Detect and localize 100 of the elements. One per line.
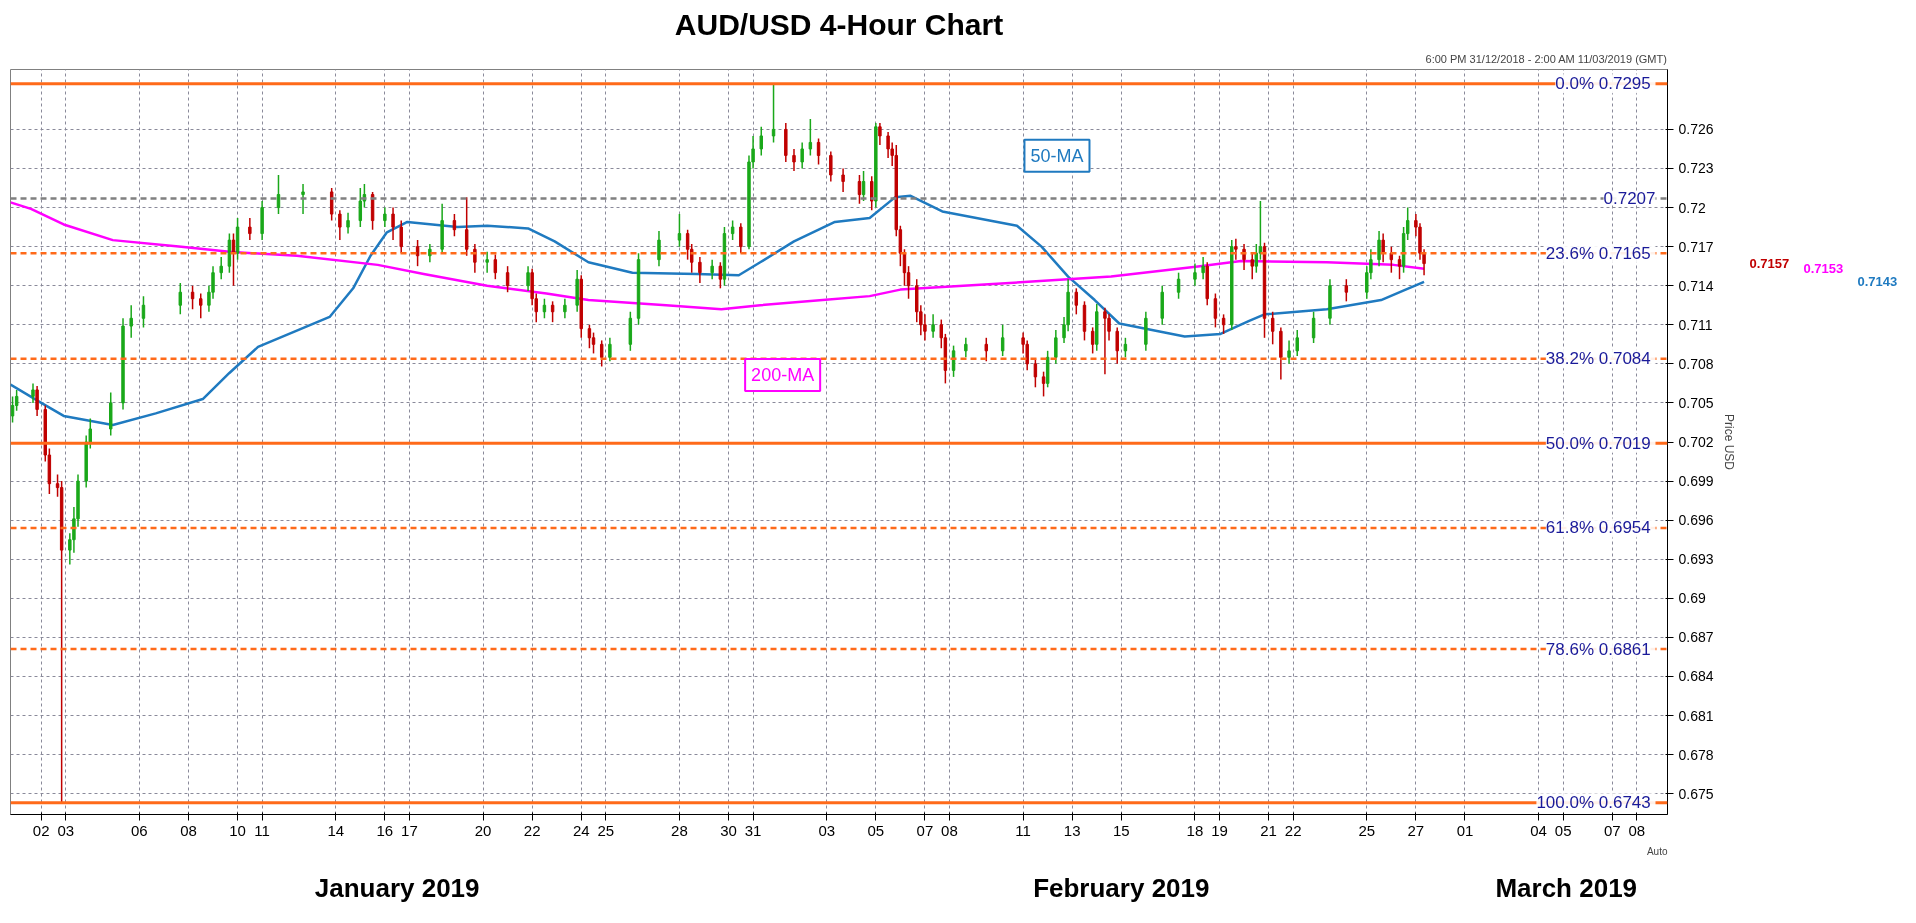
- x-tick-label: 08: [180, 821, 197, 839]
- candlestick: [984, 337, 989, 362]
- candlestick: [599, 339, 604, 368]
- candlestick: [338, 209, 342, 241]
- x-tick-label: 25: [597, 821, 615, 839]
- x-tick-label: 08: [1628, 821, 1646, 839]
- ref-line-label: 23.6% 0.7165: [1545, 243, 1651, 263]
- ref-line-label: 0.7207: [1603, 189, 1656, 209]
- candlestick: [199, 292, 203, 320]
- candlestick: [657, 230, 661, 267]
- candlestick: [1074, 287, 1079, 316]
- candlestick: [129, 304, 133, 339]
- ref-line-label: 61.8% 0.6954: [1545, 518, 1651, 538]
- y-tick-label: 0.684: [1678, 668, 1714, 685]
- ref-line-label: 50.0% 0.7019: [1545, 433, 1651, 453]
- candlestick: [739, 222, 743, 254]
- candlestick: [1397, 255, 1402, 280]
- x-tick-label: 22: [523, 821, 541, 839]
- candlestick: [383, 206, 387, 228]
- line-series: [10, 194, 1426, 427]
- candlestick: [608, 337, 612, 362]
- candlestick: [698, 256, 702, 284]
- text: 0.7157: [1749, 256, 1790, 272]
- candlestick: [1270, 311, 1275, 346]
- candlestick: [808, 118, 813, 157]
- x-tick-label: 19: [1211, 821, 1228, 839]
- candlestick: [358, 187, 363, 228]
- chart-subtitle: 6:00 PM 31/12/2018 - 2:00 AM 11/03/2019 (GMT): [1425, 52, 1667, 65]
- candlestick: [1090, 326, 1095, 355]
- candlestick: [870, 175, 874, 211]
- candlestick: [800, 141, 804, 170]
- x-tick-label: 05: [1554, 821, 1572, 839]
- text: February 2019: [1033, 872, 1210, 903]
- x-tick-label: 28: [671, 821, 688, 839]
- candlestick: [730, 219, 735, 241]
- y-tick-label: 0.687: [1678, 629, 1714, 646]
- candlestick: [792, 148, 796, 172]
- candlestick: [931, 313, 935, 339]
- x-tick-label: 03: [57, 821, 75, 839]
- x-tick-label: 22: [1284, 821, 1302, 839]
- y-tick-label: 0.72: [1678, 199, 1706, 216]
- candlestick: [1250, 252, 1254, 280]
- candlestick: [428, 243, 432, 264]
- x-tick-label: 03: [818, 821, 836, 839]
- x-tick-label: 21: [1260, 821, 1277, 839]
- candlestick: [964, 337, 968, 359]
- x-tick-label: 27: [1407, 821, 1425, 839]
- y-tick-label: 0.681: [1678, 707, 1714, 724]
- line-series: [10, 201, 1426, 311]
- x-tick-label: 11: [254, 821, 270, 839]
- candlestick: [1389, 245, 1394, 274]
- x-tick-label: 07: [916, 821, 934, 839]
- candlestick: [346, 212, 350, 235]
- candlestick: [759, 126, 763, 157]
- x-tick-label: 16: [376, 821, 394, 839]
- x-tick-label: 30: [720, 821, 737, 839]
- text: January 2019: [314, 872, 480, 903]
- candlestick: [1213, 292, 1218, 329]
- x-tick-label: 08: [941, 821, 958, 839]
- x-tick-label: 05: [867, 821, 885, 839]
- y-tick-label: 0.678: [1678, 746, 1714, 763]
- x-tick-label: 02: [32, 821, 50, 839]
- x-tick-label: 25: [1358, 821, 1376, 839]
- candlestick: [10, 395, 15, 424]
- candlestick: [1377, 230, 1381, 267]
- candlestick: [399, 219, 403, 254]
- x-tick-label: 13: [1063, 821, 1081, 839]
- y-tick-label: 0.702: [1678, 434, 1714, 450]
- candlestick: [1344, 278, 1349, 303]
- candlestick: [1054, 329, 1058, 365]
- ref-line-label: 78.6% 0.6861: [1545, 639, 1651, 659]
- candlestick: [1287, 339, 1291, 365]
- y-tick-label: 0.714: [1678, 277, 1714, 294]
- text: 50-MA: [1030, 145, 1084, 166]
- x-tick-label: 14: [327, 821, 345, 839]
- candlestick: [1242, 243, 1246, 271]
- candlestick: [248, 217, 252, 241]
- candlestick: [1254, 243, 1259, 274]
- candlestick: [771, 83, 776, 144]
- candlestick: [710, 258, 714, 280]
- candlestick: [829, 150, 833, 183]
- ref-line-label: 0.0% 0.7295: [1555, 74, 1651, 94]
- ref-line-label: 38.2% 0.7084: [1545, 349, 1651, 369]
- x-tick-label: 01: [1456, 821, 1474, 839]
- y-axis-title: Price USD: [1721, 414, 1736, 471]
- y-tick-label: 0.708: [1678, 355, 1714, 372]
- x-tick-label: 20: [474, 821, 492, 839]
- candlestick: [718, 261, 723, 290]
- y-tick-label: 0.723: [1678, 160, 1714, 177]
- x-tick-label: 18: [1186, 821, 1204, 839]
- candlestick: [677, 213, 682, 248]
- x-tick-label: 17: [401, 821, 418, 839]
- candlestick: [35, 385, 39, 417]
- candlestick: [563, 297, 567, 320]
- x-tick-label: 10: [229, 821, 246, 839]
- x-tick-label: 11: [1015, 821, 1031, 839]
- candlestick: [493, 253, 498, 280]
- y-tick-label: 0.675: [1678, 785, 1714, 802]
- candlestick: [878, 122, 882, 146]
- chart-title: AUD/USD 4-Hour Chart: [674, 7, 1004, 41]
